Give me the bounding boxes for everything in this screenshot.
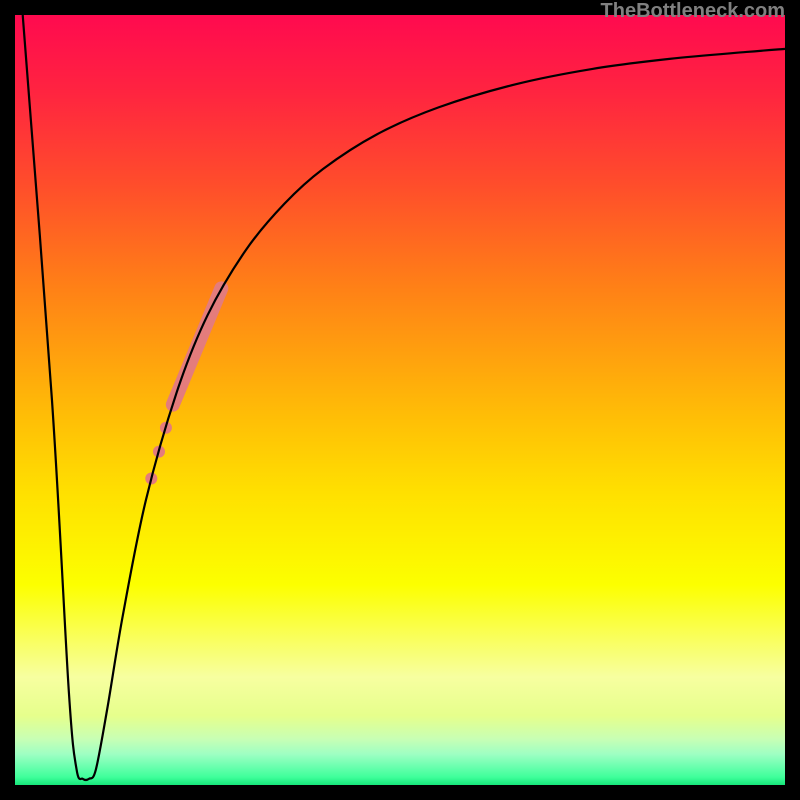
chart-background <box>15 15 785 785</box>
chart-container: TheBottleneck.com <box>0 0 800 800</box>
chart-svg <box>15 15 785 785</box>
plot-area <box>15 15 785 785</box>
watermark-text: TheBottleneck.com <box>601 0 785 23</box>
